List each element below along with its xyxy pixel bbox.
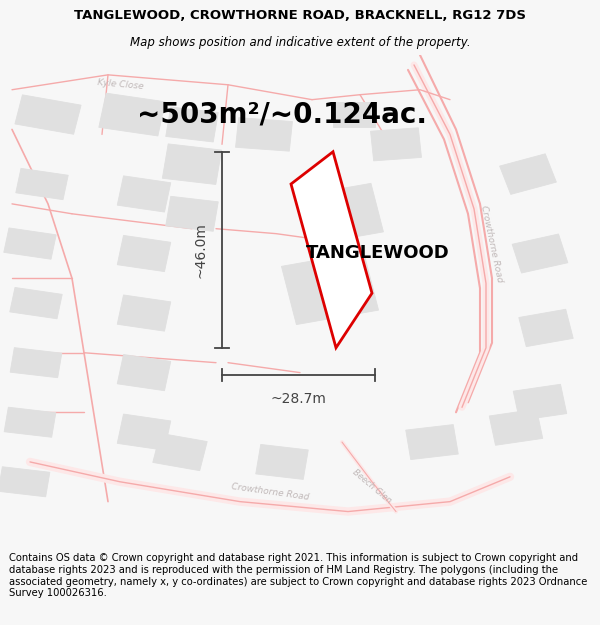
Polygon shape	[281, 252, 379, 324]
Polygon shape	[236, 118, 292, 151]
Polygon shape	[163, 144, 221, 184]
Text: Kyle Close: Kyle Close	[97, 78, 143, 91]
Polygon shape	[489, 409, 543, 445]
Polygon shape	[117, 354, 171, 391]
Polygon shape	[16, 168, 68, 200]
Polygon shape	[500, 154, 556, 194]
Polygon shape	[301, 183, 383, 244]
Polygon shape	[4, 407, 56, 437]
Polygon shape	[519, 309, 573, 347]
Polygon shape	[10, 288, 62, 319]
Polygon shape	[513, 384, 567, 421]
Polygon shape	[406, 424, 458, 459]
Polygon shape	[15, 95, 81, 134]
Polygon shape	[117, 414, 171, 450]
Polygon shape	[371, 127, 421, 161]
Text: Map shows position and indicative extent of the property.: Map shows position and indicative extent…	[130, 36, 470, 49]
Text: Contains OS data © Crown copyright and database right 2021. This information is : Contains OS data © Crown copyright and d…	[9, 553, 587, 598]
Text: ~503m²/~0.124ac.: ~503m²/~0.124ac.	[137, 101, 427, 129]
Polygon shape	[166, 107, 218, 142]
Text: ~28.7m: ~28.7m	[271, 392, 326, 406]
Polygon shape	[512, 234, 568, 273]
Polygon shape	[117, 295, 171, 331]
Text: TANGLEWOOD: TANGLEWOOD	[306, 244, 450, 262]
Text: Beech Glen: Beech Glen	[351, 468, 393, 506]
Polygon shape	[117, 236, 171, 272]
Polygon shape	[256, 444, 308, 479]
Polygon shape	[99, 93, 165, 136]
Polygon shape	[166, 196, 218, 231]
Text: TANGLEWOOD, CROWTHORNE ROAD, BRACKNELL, RG12 7DS: TANGLEWOOD, CROWTHORNE ROAD, BRACKNELL, …	[74, 9, 526, 22]
Polygon shape	[333, 102, 375, 127]
Text: Crowthorne Road: Crowthorne Road	[230, 482, 310, 502]
Text: ~46.0m: ~46.0m	[193, 222, 207, 278]
Polygon shape	[4, 228, 56, 259]
Polygon shape	[117, 176, 171, 212]
Text: Crowthorne Road: Crowthorne Road	[479, 204, 505, 283]
Polygon shape	[291, 152, 372, 348]
Polygon shape	[153, 433, 207, 471]
Polygon shape	[10, 348, 62, 378]
Polygon shape	[0, 467, 50, 497]
